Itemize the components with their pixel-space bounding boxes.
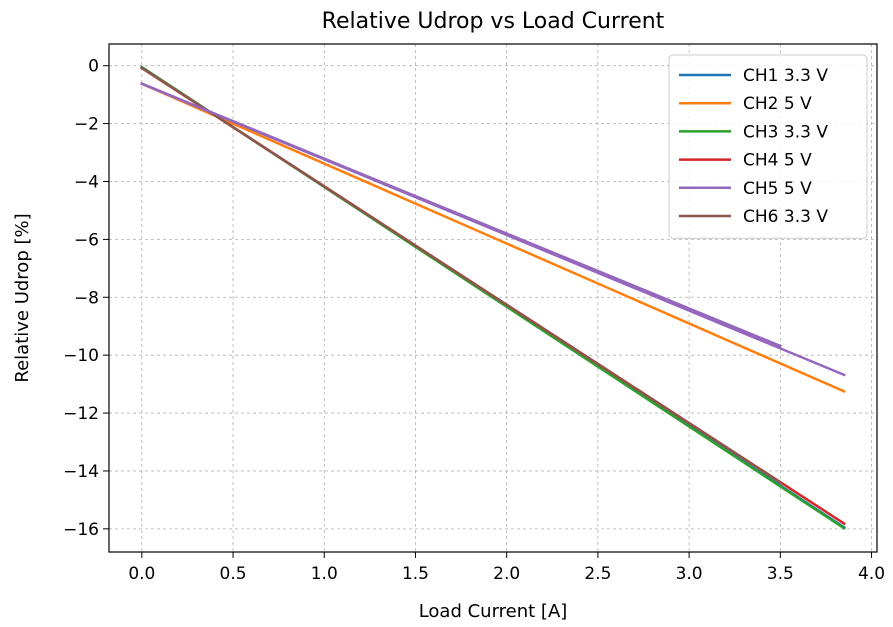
x-tick-label: 3.0 <box>676 564 703 584</box>
x-tick-label: 4.0 <box>858 564 885 584</box>
y-tick-label: −2 <box>74 115 99 135</box>
x-axis-label: Load Current [A] <box>419 601 568 622</box>
series-lines <box>140 65 846 531</box>
legend-label: CH5 5 V <box>743 179 812 199</box>
series-line-2 <box>140 82 846 394</box>
x-tick-label: 2.0 <box>493 564 520 584</box>
y-tick-label: −10 <box>63 346 99 366</box>
x-tick-label: 1.0 <box>311 564 338 584</box>
x-tick-label: 0.5 <box>220 564 247 584</box>
legend-label: CH4 5 V <box>743 151 812 171</box>
x-tick-label: 1.5 <box>402 564 429 584</box>
y-tick-label: −4 <box>74 172 99 192</box>
x-tick-label: 3.5 <box>767 564 794 584</box>
series-line-7 <box>140 82 782 348</box>
chart-title: Relative Udrop vs Load Current <box>322 9 665 34</box>
legend-box <box>668 54 868 239</box>
legend-label: CH1 3.3 V <box>743 66 828 86</box>
y-axis: 0 −2 −4 −6 −8 −10 −12 −14 −16 <box>63 57 109 540</box>
y-tick-label: −12 <box>63 404 99 424</box>
legend-label: CH6 3.3 V <box>743 207 828 227</box>
legend-label: CH3 3.3 V <box>743 122 828 142</box>
y-axis-label: Relative Udrop [%] <box>12 213 33 382</box>
y-tick-label: 0 <box>88 57 99 77</box>
x-tick-label: 2.5 <box>584 564 611 584</box>
y-tick-label: −14 <box>63 462 99 482</box>
legend-label: CH2 5 V <box>743 94 812 114</box>
y-tick-label: −8 <box>74 288 99 308</box>
legend: CH1 3.3 V CH2 5 V CH3 3.3 V CH4 5 V CH5 5 V C… <box>668 54 868 239</box>
grid <box>109 44 877 552</box>
x-tick-label: 0.0 <box>128 564 155 584</box>
y-tick-label: −16 <box>63 520 99 540</box>
plot-frame <box>108 43 878 553</box>
series-line-6 <box>140 66 783 485</box>
x-axis: 0.0 0.5 1.0 1.5 2.0 2.5 3.0 3.5 4.0 <box>128 552 885 584</box>
y-tick-label: −6 <box>74 230 99 250</box>
